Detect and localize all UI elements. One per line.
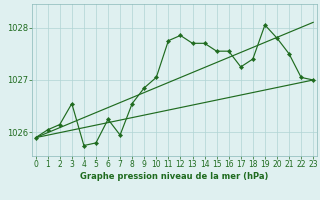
X-axis label: Graphe pression niveau de la mer (hPa): Graphe pression niveau de la mer (hPa): [80, 172, 268, 181]
